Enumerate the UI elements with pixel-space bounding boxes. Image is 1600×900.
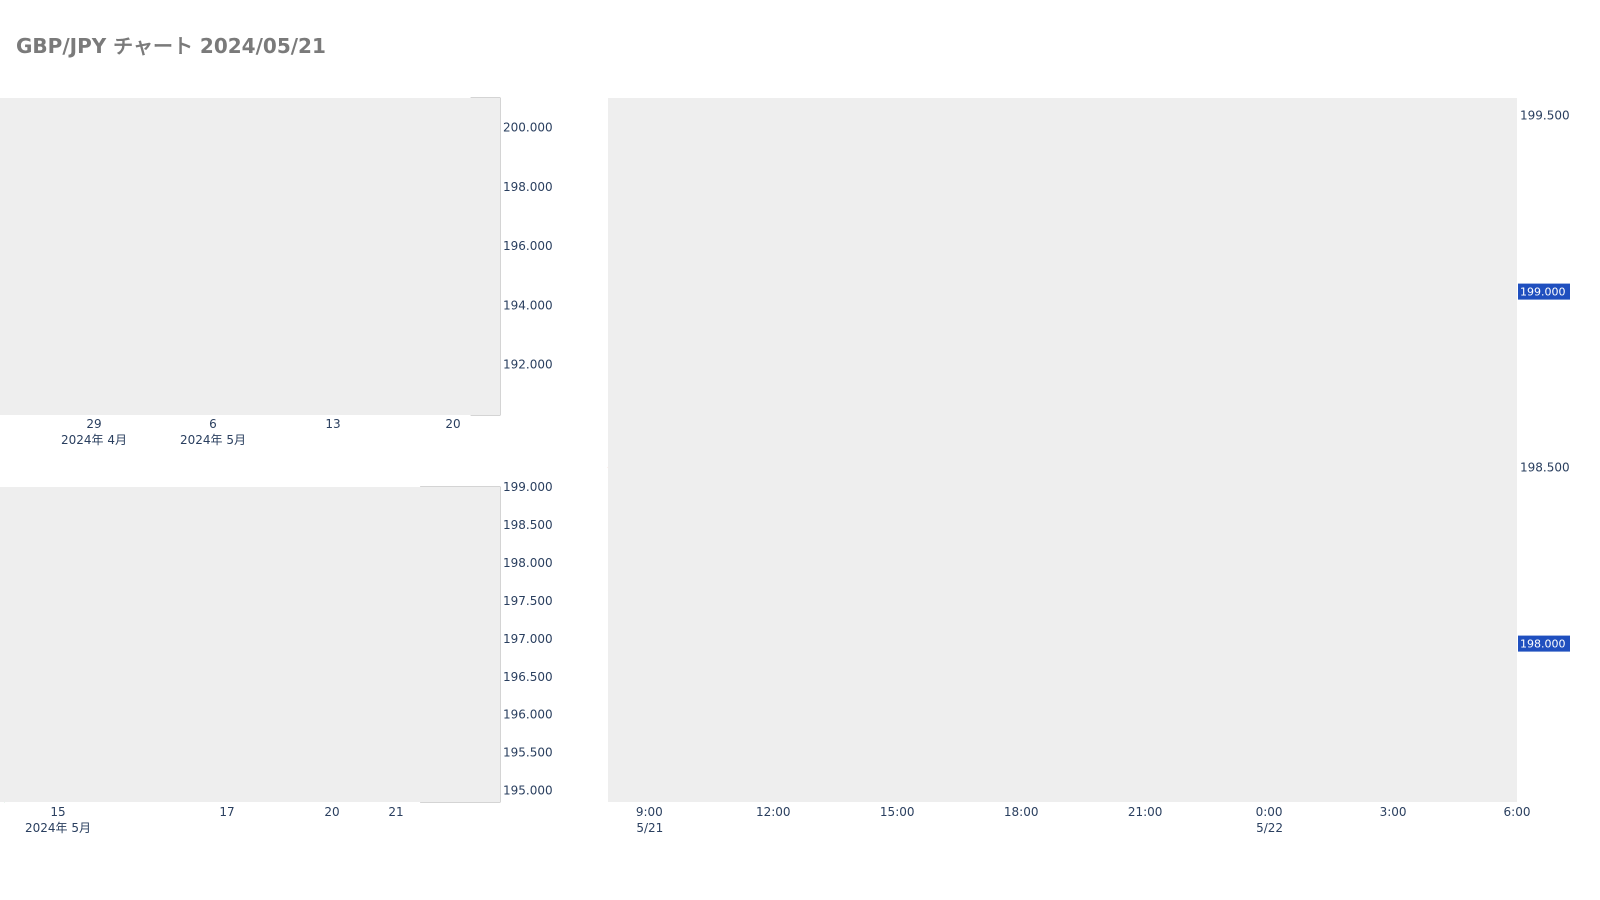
h4-x-tick-label: 13 (325, 417, 340, 431)
h1-y-tick-label: 195.000 (503, 784, 553, 798)
m5-x-tick-sublabel: 5/21 (636, 821, 663, 835)
h4-y-tick-label: 196.000 (503, 239, 553, 253)
h4-x-tick-label: 29 (86, 417, 101, 431)
m5-x-tick-label: 9:00 (636, 805, 663, 819)
h4-plot-area[interactable] (0, 98, 500, 415)
h1-x-tick-sublabel: 2024年 5月 (25, 821, 91, 835)
h1-x-tick-label: 15 (50, 805, 65, 819)
h1-y-tick-label: 196.000 (503, 708, 553, 722)
m5-price-badge-label: 198.000 (1520, 638, 1566, 651)
h1-y-tick-label: 199.000 (503, 480, 553, 494)
m5-x-tick-label: 18:00 (1004, 805, 1039, 819)
h1-y-tick-label: 196.500 (503, 670, 553, 684)
m5-x-tick-label: 3:00 (1380, 805, 1407, 819)
h4-y-tick-label: 200.000 (503, 121, 553, 135)
m5-price-badge (1518, 635, 1570, 652)
m5-price-badge-label: 199.000 (1520, 286, 1566, 299)
m5-x-tick-label: 15:00 (880, 805, 915, 819)
h4-x-tick-label: 6 (209, 417, 217, 431)
m5-x-tick-label: 21:00 (1128, 805, 1163, 819)
m5-price-badge (1518, 283, 1570, 300)
m5-x-tick-label: 0:00 (1256, 805, 1283, 819)
h4-x-tick-sublabel: 2024年 4月 (61, 433, 127, 447)
h4-y-tick-label: 192.000 (503, 358, 553, 372)
m5-y-tick-label: 198.500 (1520, 461, 1570, 475)
h1-x-tick-label: 17 (219, 805, 234, 819)
h1-y-tick-label: 197.500 (503, 594, 553, 608)
m5-plot-area[interactable] (608, 98, 1517, 802)
h1-x-tick-label: 21 (388, 805, 403, 819)
m5-y-tick-label: 199.500 (1520, 109, 1570, 123)
m5-x-tick-sublabel: 5/22 (1256, 821, 1283, 835)
m5-x-tick-label: 6:00 (1504, 805, 1531, 819)
h1-y-tick-label: 197.000 (503, 632, 553, 646)
h1-y-tick-label: 198.500 (503, 518, 553, 532)
m5-x-tick-label: 12:00 (756, 805, 791, 819)
h1-y-tick-label: 195.500 (503, 746, 553, 760)
h4-x-tick-sublabel: 2024年 5月 (180, 433, 246, 447)
h4-x-tick-label: 20 (445, 417, 460, 431)
h4-y-tick-label: 194.000 (503, 298, 553, 312)
h1-plot-area[interactable] (0, 487, 500, 802)
page-title: GBP/JPY チャート 2024/05/21 (16, 34, 326, 58)
h1-x-tick-label: 20 (324, 805, 339, 819)
h1-y-tick-label: 198.000 (503, 556, 553, 570)
h4-y-tick-label: 198.000 (503, 180, 553, 194)
